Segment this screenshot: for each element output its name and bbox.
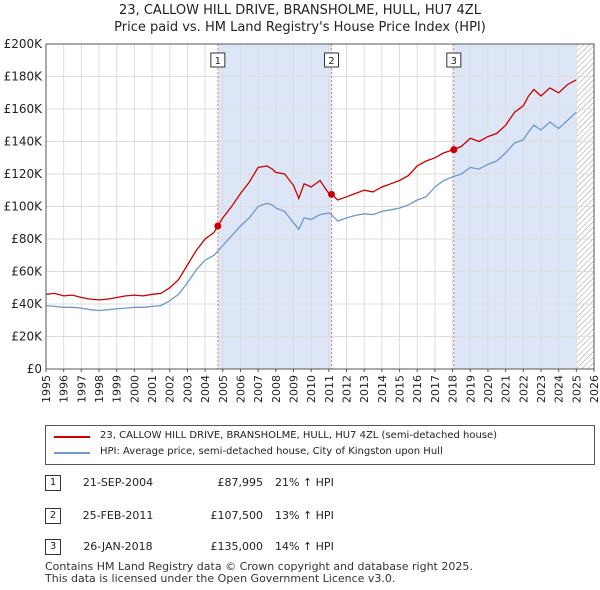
price-chart: 1 2 3 £0 £20K £40K £60K £80K £100K £120K £140K £160… [4, 37, 600, 403]
transaction-number: 1 [45, 475, 61, 491]
legend-property-swatch [54, 436, 90, 438]
y-tick-label: £80K [11, 232, 43, 246]
transaction-price: £87,995 [217, 476, 264, 489]
property-line [45, 79, 577, 301]
x-tick-label: 2002 [164, 375, 177, 403]
marker-label-box: 1 [210, 52, 226, 68]
transaction-number: 3 [45, 539, 61, 555]
marker-label-box: 2 [323, 52, 339, 68]
x-tick-label: 2016 [411, 375, 424, 403]
chart-legend: 23, CALLOW HILL DRIVE, BRANSHOLME, HULL,… [45, 425, 595, 465]
sale-point [214, 222, 222, 230]
chart-subtitle: Price paid vs. HM Land Registry's House … [114, 20, 486, 35]
x-tick-label: 1998 [93, 375, 106, 403]
y-tick-label: £180K [4, 70, 44, 84]
x-tick-label: 2013 [358, 375, 371, 403]
transaction-number: 2 [45, 508, 61, 524]
x-tick-label: 2008 [270, 375, 283, 403]
x-tick-label: 2019 [464, 375, 477, 403]
marker-number: 2 [328, 56, 334, 67]
transaction-date: 25-FEB-2011 [82, 509, 154, 522]
x-tick-label: 2022 [517, 375, 530, 403]
x-tick-label: 2012 [341, 375, 354, 403]
y-tick-label: £160K [4, 102, 44, 116]
y-tick-label: £100K [4, 200, 44, 214]
x-tick-label: 2020 [482, 375, 495, 403]
marker-box [446, 52, 462, 68]
x-tick-label: 2005 [217, 375, 230, 403]
x-tick-label: 2003 [181, 375, 194, 403]
y-tick-label: £20K [11, 330, 43, 344]
legend-hpi-label: HPI: Average price, semi-detached house,… [100, 446, 443, 457]
y-tick-label: £200K [4, 37, 44, 51]
x-tick-label: 2015 [394, 375, 407, 403]
x-tick-label: 1996 [58, 375, 71, 403]
plot-frame [45, 43, 595, 370]
x-tick-label: 2010 [305, 375, 318, 403]
marker-box [210, 52, 226, 68]
transaction-date: 26-JAN-2018 [83, 540, 153, 553]
transaction-hpi: 21% ↑ HPI [275, 476, 334, 489]
x-tick-label: 1999 [111, 375, 124, 403]
x-tick-label: 2004 [199, 375, 212, 403]
x-tick-label: 2001 [146, 375, 159, 403]
x-tick-label: 2000 [128, 375, 141, 403]
sale-point [450, 146, 458, 154]
x-tick-label: 2017 [429, 375, 442, 403]
x-tick-label: 2018 [447, 375, 460, 403]
y-tick-label: £140K [4, 135, 44, 149]
marker-box [323, 52, 339, 68]
x-tick-label: 2025 [570, 375, 583, 403]
transaction-hpi: 13% ↑ HPI [275, 509, 334, 522]
legend-hpi-swatch [54, 452, 90, 454]
chart-title: 23, CALLOW HILL DRIVE, BRANSHOLME, HULL,… [119, 3, 481, 18]
x-tick-label: 1997 [75, 375, 88, 403]
marker-number: 3 [451, 56, 457, 67]
x-tick-label: 2024 [553, 375, 566, 403]
x-tick-label: 2009 [287, 375, 300, 403]
y-tick-label: £0 [27, 362, 42, 376]
transaction-date: 21-SEP-2004 [82, 476, 154, 489]
marker-label-box: 3 [446, 52, 462, 68]
footer-licence: This data is licensed under the Open Gov… [45, 572, 396, 585]
x-tick-label: 2007 [252, 375, 265, 403]
y-tick-label: £60K [11, 265, 43, 279]
x-tick-label: 2021 [500, 375, 513, 403]
transaction-price: £107,500 [210, 509, 264, 522]
footer-copyright: Contains HM Land Registry data © Crown c… [45, 560, 473, 573]
y-tick-label: £120K [4, 167, 44, 181]
transaction-hpi: 14% ↑ HPI [275, 540, 334, 553]
y-tick-label: £40K [11, 297, 43, 311]
legend-property-label: 23, CALLOW HILL DRIVE, BRANSHOLME, HULL,… [100, 430, 498, 441]
sale-point [327, 190, 335, 198]
x-tick-label: 1995 [40, 375, 53, 403]
x-tick-label: 2023 [535, 375, 548, 403]
x-tick-label: 2014 [376, 375, 389, 403]
x-tick-label: 2006 [234, 375, 247, 403]
marker-number: 1 [215, 56, 221, 67]
x-tick-label: 2026 [588, 375, 600, 403]
hpi-line [45, 111, 577, 312]
x-tick-label: 2011 [323, 375, 336, 403]
transaction-price: £135,000 [210, 540, 264, 553]
